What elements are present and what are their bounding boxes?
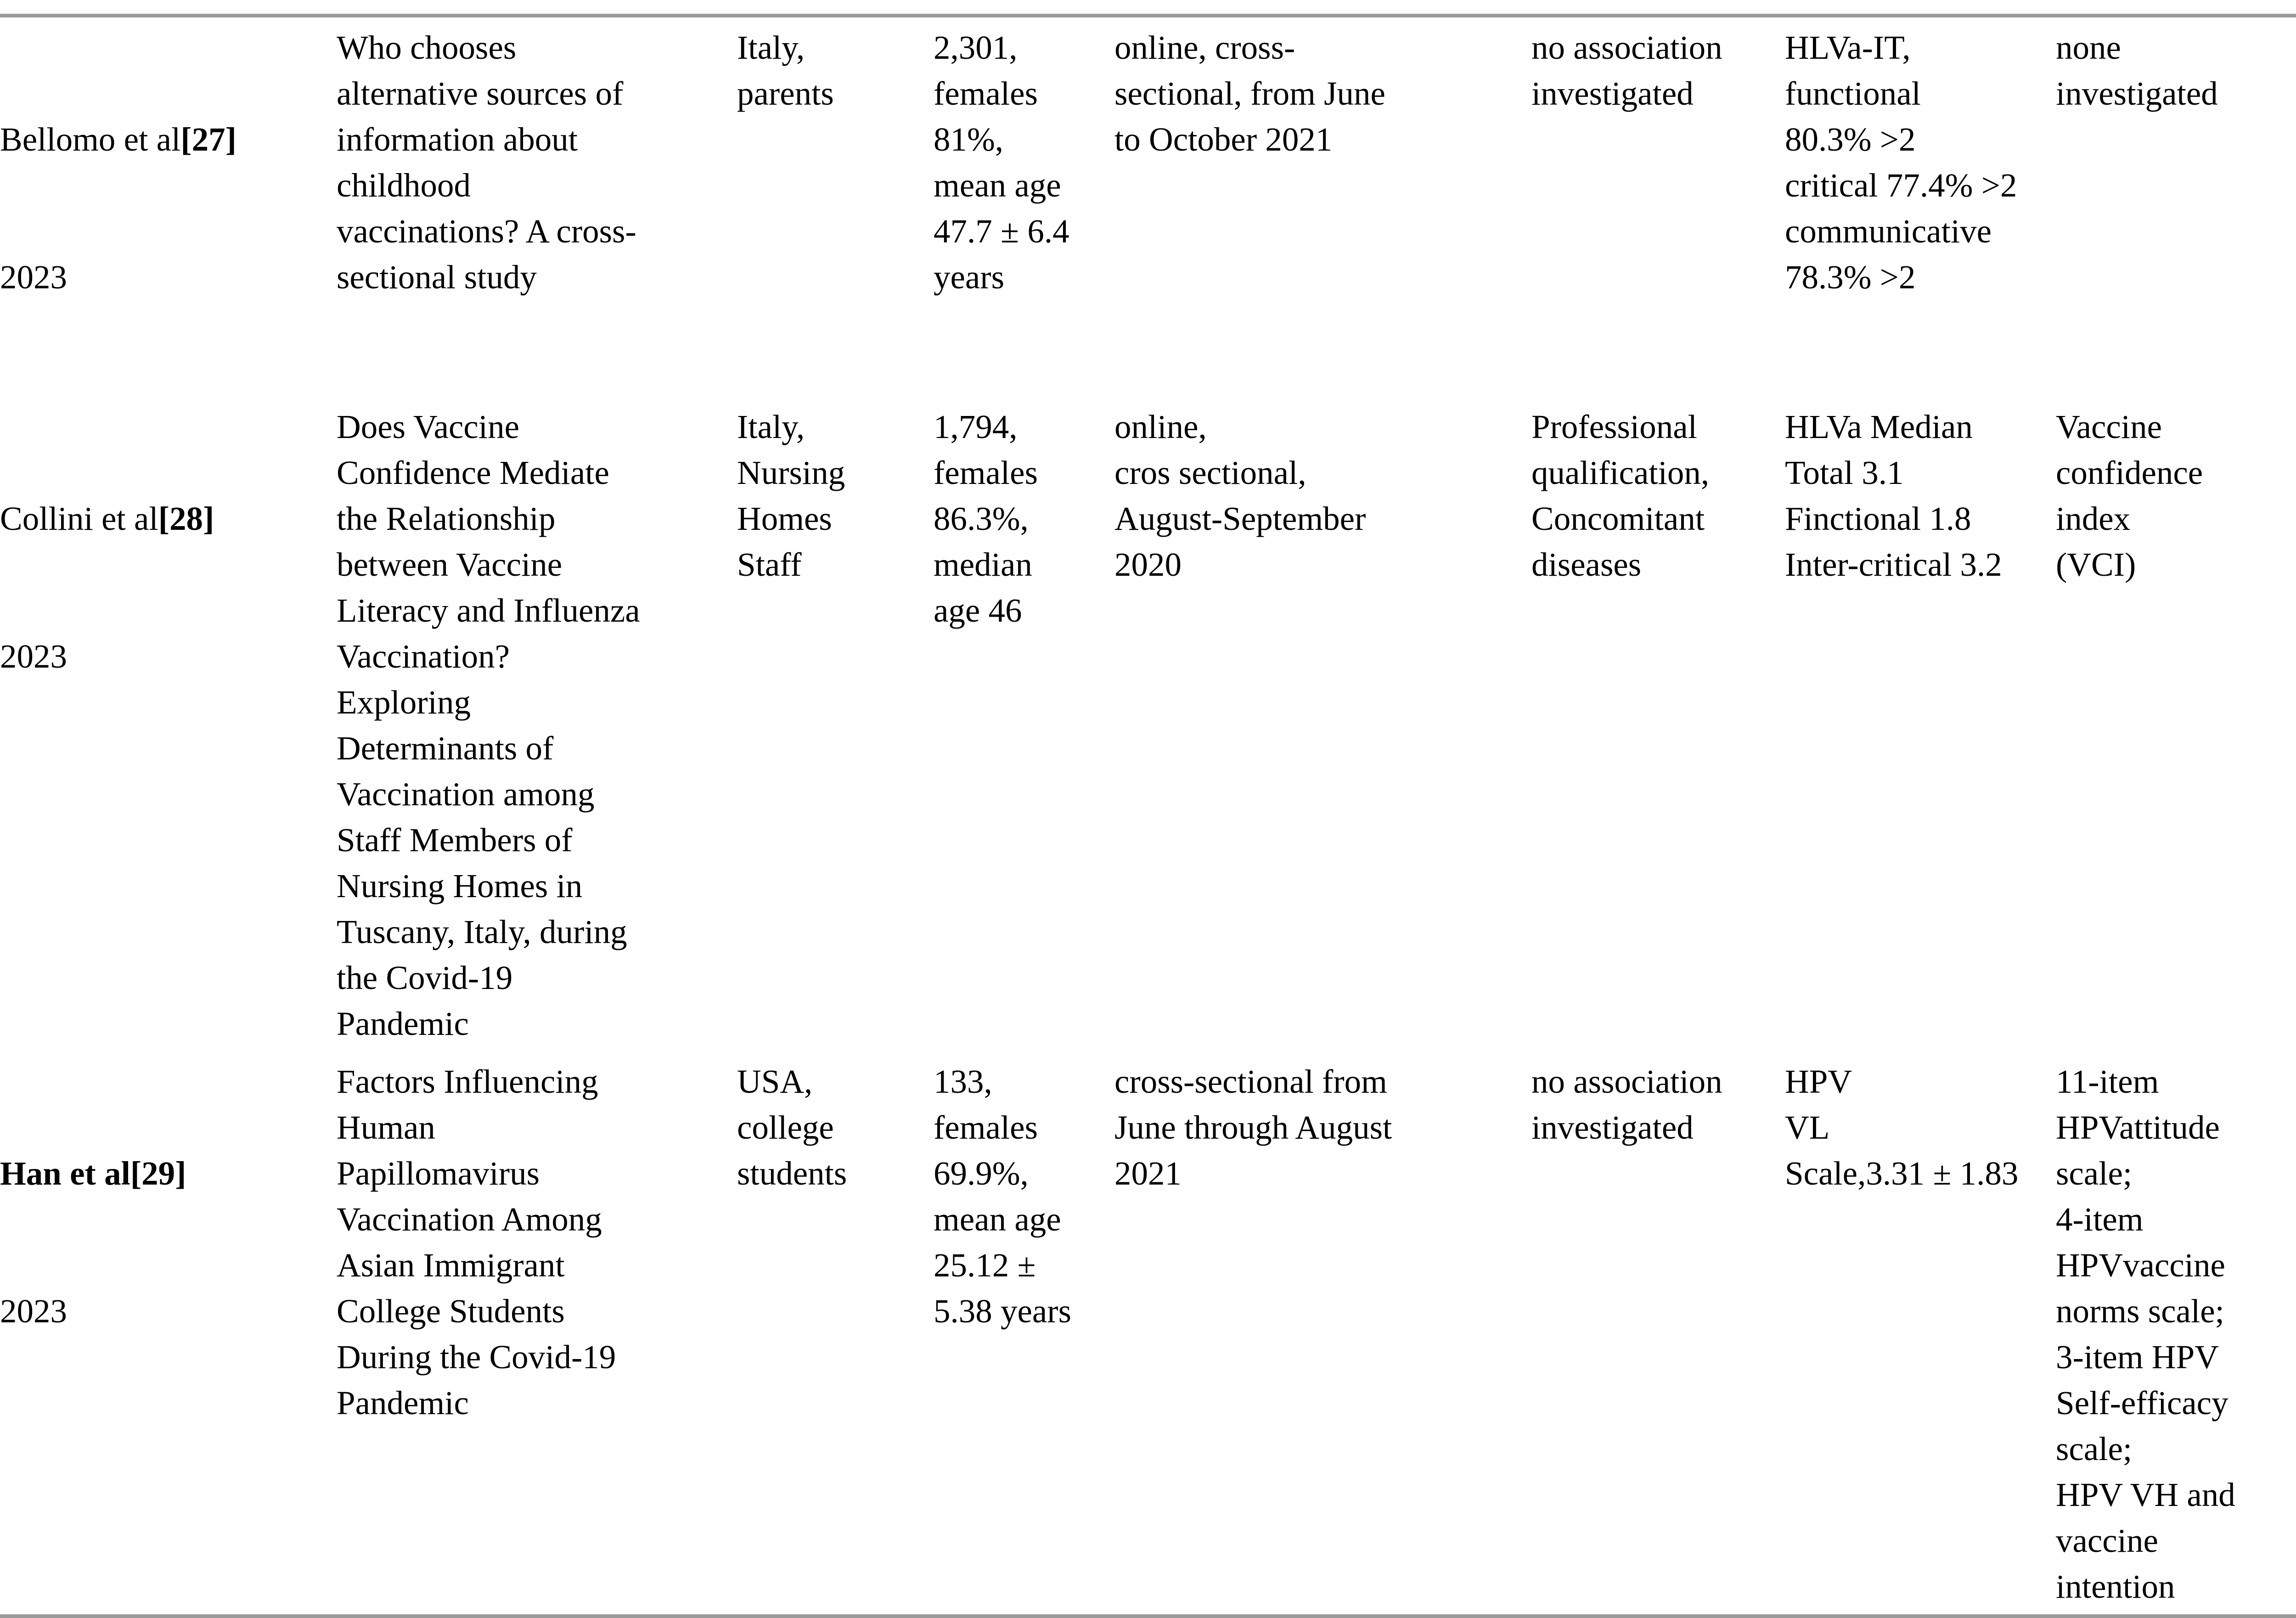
cell-associations: no association investigated — [1531, 29, 1722, 112]
author-line: Han et al[29] — [0, 1151, 332, 1197]
cell-country-population: Italy, parents — [737, 29, 834, 112]
cell-other-instruments: Vaccine confidence index (VCI) — [2056, 408, 2203, 583]
author-name: Bellomo et al — [0, 121, 181, 158]
studies-table: Bellomo et al[27] 2023 Who chooses alter… — [0, 14, 2296, 1618]
cell-sample: 133, females 69.9%, mean age 25.12 ± 5.3… — [934, 1063, 1072, 1330]
cell-vl-scale-results: HPV VL Scale,3.31 ± 1.83 — [1785, 1063, 2019, 1192]
citation-ref: [28] — [158, 500, 214, 537]
cell-title: Who chooses alternative sources of infor… — [337, 29, 636, 296]
cell-associations: Professional qualification, Concomitant … — [1531, 408, 1710, 583]
cell-author: Han et al[29] 2023 — [0, 1051, 337, 1616]
table-row: Bellomo et al[27] 2023 Who chooses alter… — [0, 16, 2296, 397]
cell-title: Does Vaccine Confidence Mediate the Rela… — [337, 408, 640, 1042]
author-year: 2023 — [0, 1292, 67, 1330]
author-line: Bellomo et al[27] — [0, 117, 332, 163]
author-name: Collini et al — [0, 500, 158, 537]
cell-vl-scale-results: HLVa Median Total 3.1 Finctional 1.8 Int… — [1785, 408, 2002, 583]
cell-study-design: online, cross- sectional, from June to O… — [1114, 29, 1385, 158]
cell-other-instruments: 11-item HPVattitude scale; 4-item HPVvac… — [2056, 1063, 2235, 1605]
cell-sample: 1,794, females 86.3%, median age 46 — [934, 408, 1038, 629]
cell-title: Factors Influencing Human Papillomavirus… — [337, 1063, 616, 1421]
citation-ref: [27] — [180, 121, 236, 158]
cell-author: Bellomo et al[27] 2023 — [0, 16, 337, 397]
author-year: 2023 — [0, 638, 67, 675]
cell-country-population: USA, college students — [737, 1063, 847, 1192]
cell-vl-scale-results: HLVa-IT, functional 80.3% >2 critical 77… — [1785, 29, 2017, 296]
table-row: Collini et al[28] 2023 Does Vaccine Conf… — [0, 397, 2296, 1051]
table-row: Han et al[29] 2023 Factors Influencing H… — [0, 1051, 2296, 1616]
author-year: 2023 — [0, 258, 67, 296]
author-line: Collini et al[28] — [0, 496, 332, 542]
cell-study-design: cross-sectional from June through August… — [1114, 1063, 1392, 1192]
cell-associations: no association investigated — [1531, 1063, 1722, 1146]
cell-sample: 2,301, females 81%, mean age 47.7 ± 6.4 … — [934, 29, 1069, 296]
cell-other-instruments: none investigated — [2056, 29, 2218, 112]
author-name: Han et al — [0, 1155, 130, 1192]
cell-author: Collini et al[28] 2023 — [0, 397, 337, 1051]
cell-study-design: online, cros sectional, August-September… — [1114, 408, 1366, 583]
cell-country-population: Italy, Nursing Homes Staff — [737, 408, 845, 583]
citation-ref: [29] — [130, 1155, 186, 1192]
